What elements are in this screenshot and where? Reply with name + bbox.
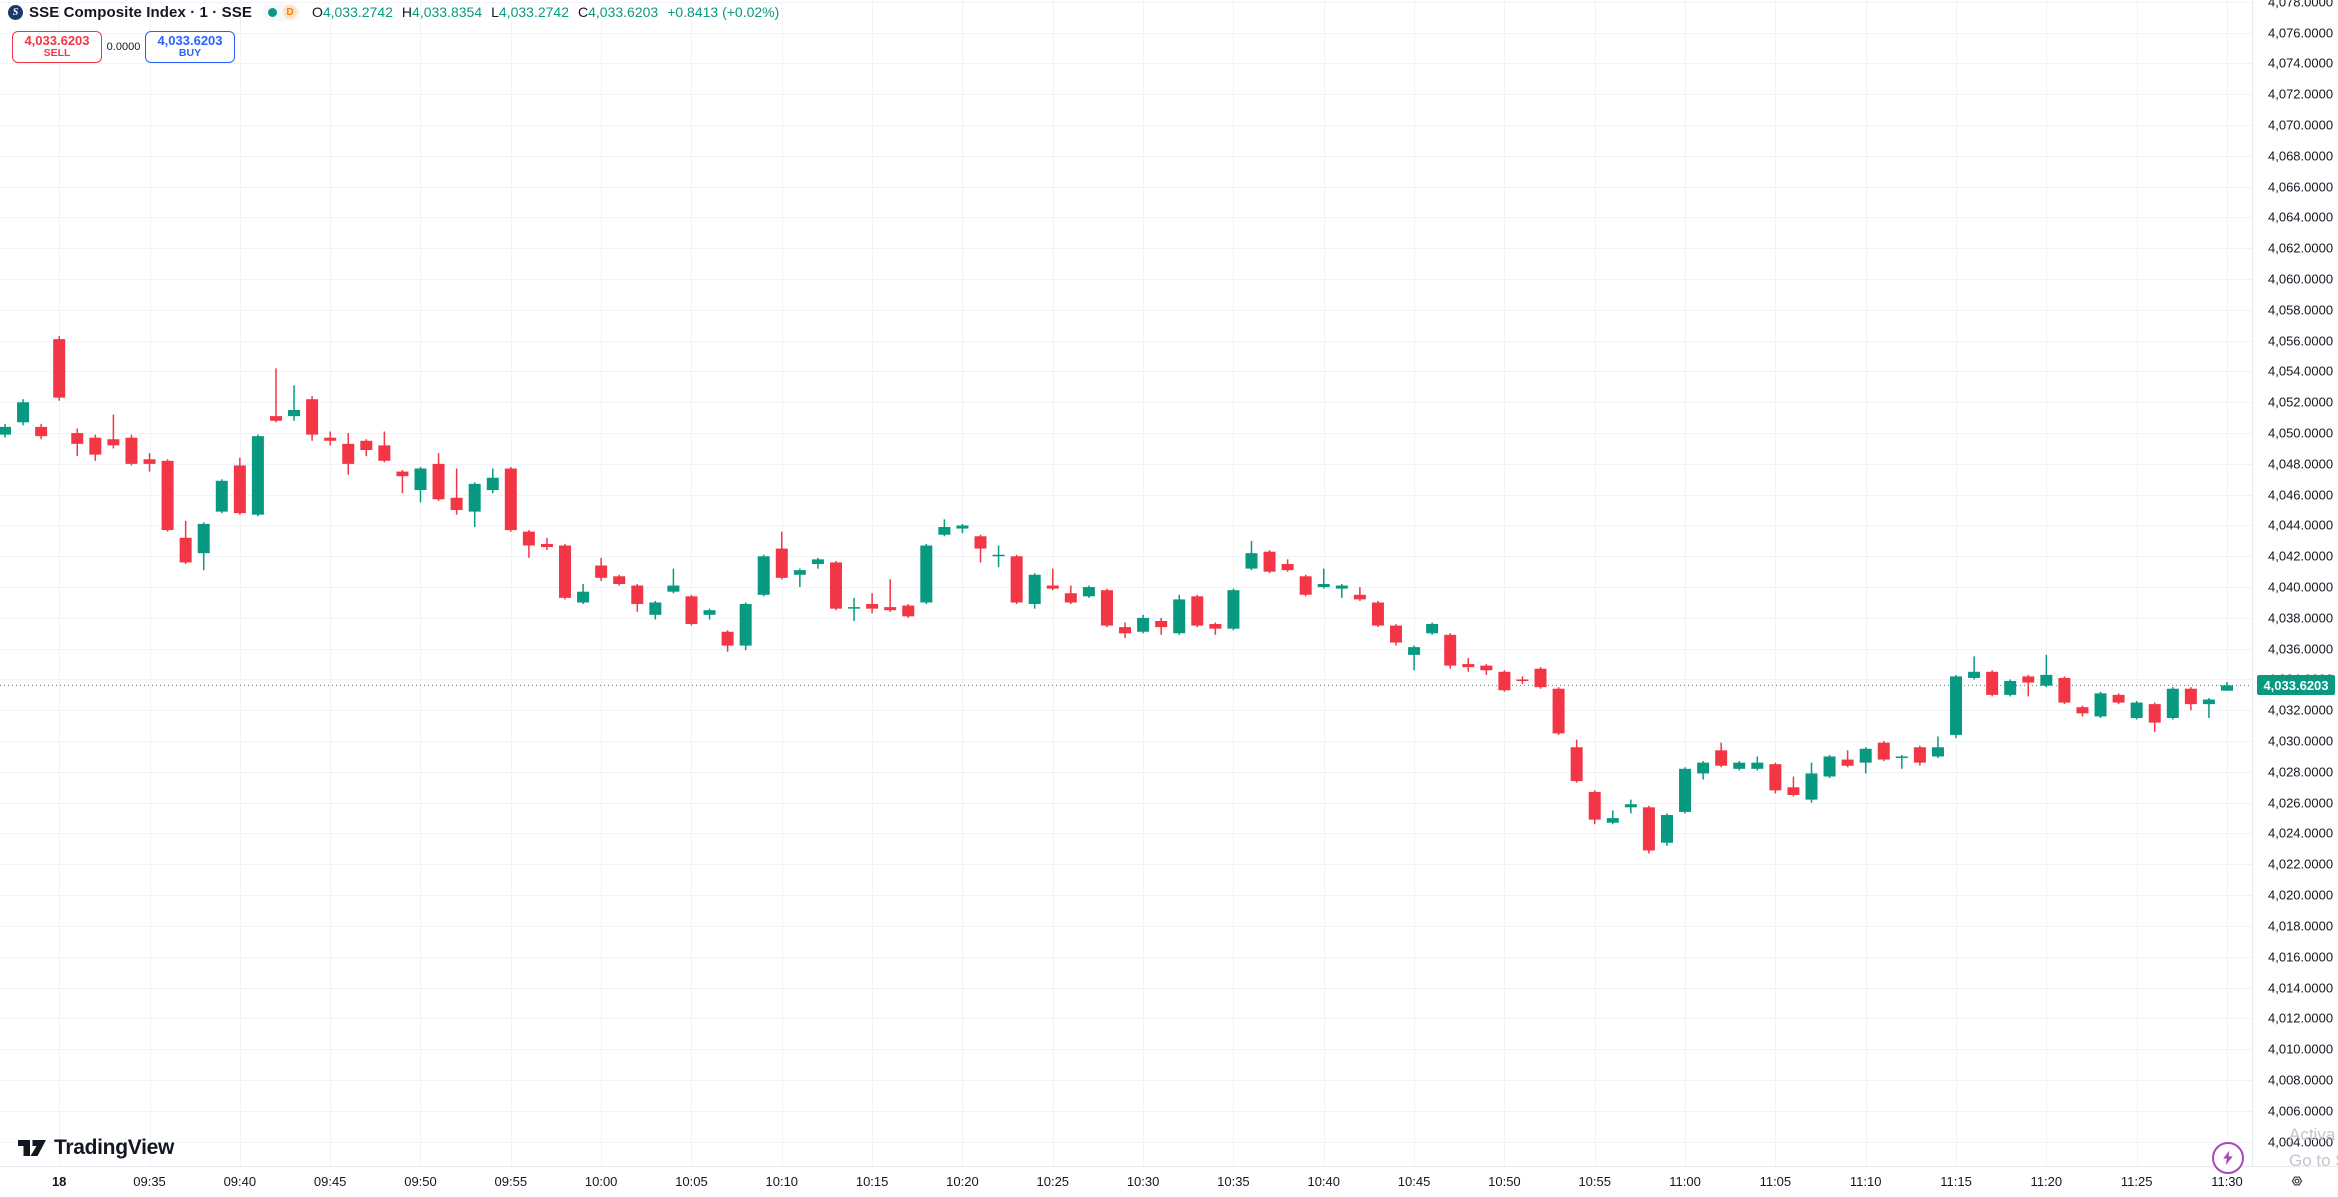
price-tick-label: 4,070.0000 (2268, 117, 2334, 133)
price-tick-label: 4,050.0000 (2268, 425, 2334, 441)
time-tick-label: 09:45 (313, 1174, 347, 1189)
time-tick-label: 10:30 (1126, 1174, 1160, 1189)
symbol-legend[interactable]: S SSE Composite Index · 1 · SSE D O4,033… (8, 3, 779, 21)
last-price-tag: 4,033.6203 (2257, 675, 2335, 696)
ohlc-values: O4,033.2742 H4,033.8354 L4,033.2742 C4,033.… (312, 4, 779, 20)
time-tick-label: 11:05 (1759, 1174, 1792, 1189)
price-tick-label: 4,048.0000 (2268, 456, 2334, 472)
delayed-data-badge[interactable]: D (282, 5, 297, 19)
time-tick-label: 10:35 (1217, 1174, 1250, 1189)
spread-value: 0.0000 (106, 41, 141, 53)
market-open-dot-icon (267, 7, 277, 17)
price-tick-label: 4,046.0000 (2268, 487, 2334, 503)
time-tick-label: 10:50 (1488, 1174, 1521, 1189)
tradingview-logo[interactable]: TradingView (17, 1136, 174, 1160)
price-tick-label: 4,072.0000 (2268, 86, 2334, 102)
price-tick-label: 4,042.0000 (2268, 548, 2334, 564)
price-tick-label: 4,022.0000 (2268, 856, 2334, 872)
buy-label: BUY (178, 47, 202, 60)
ohlc-item: H4,033.8354 (401, 4, 483, 20)
price-tick-label: 4,076.0000 (2268, 25, 2334, 41)
price-tick-label: 4,038.0000 (2268, 610, 2334, 626)
price-tick-label: 4,030.0000 (2268, 733, 2334, 749)
time-tick-label: 11:30 (2211, 1174, 2243, 1189)
price-tick-label: 4,064.0000 (2268, 209, 2334, 225)
time-tick-label: 11:20 (2030, 1174, 2063, 1189)
ohlc-item: L4,033.2742 (491, 4, 569, 20)
time-tick-label: 10:05 (675, 1174, 708, 1189)
time-tick-label: 09:50 (404, 1174, 437, 1189)
chart-canvas[interactable] (0, 0, 2338, 1166)
price-tick-label: 4,078.0000 (2268, 0, 2334, 10)
buy-button[interactable]: 4,033.6203 BUY (145, 31, 235, 63)
ohlc-item: O4,033.2742 (311, 4, 393, 20)
time-tick-label: 10:45 (1397, 1174, 1431, 1189)
price-tick-label: 4,018.0000 (2268, 918, 2334, 934)
price-axis[interactable]: 4,033.6203 4,004.0000 4,006.0000 4,008.000… (2252, 0, 2338, 1166)
price-tick-label: 4,020.0000 (2268, 887, 2334, 903)
os-watermark: Activa Go to S (2289, 1122, 2338, 1174)
order-panel: 4,033.6203 SELL 0.0000 4,033.6203 BUY (12, 31, 235, 63)
price-tick-label: 4,060.0000 (2268, 271, 2334, 287)
time-tick-label: 09:55 (494, 1174, 528, 1189)
price-tick-label: 4,058.0000 (2268, 302, 2334, 318)
time-tick-label: 10:00 (584, 1174, 618, 1189)
time-tick-label: 11:10 (1849, 1174, 1882, 1189)
price-tick-label: 4,052.0000 (2268, 394, 2334, 410)
time-tick-label: 10:25 (1036, 1174, 1070, 1189)
price-tick-label: 4,008.0000 (2268, 1072, 2334, 1088)
symbol-logo-icon: S (8, 4, 23, 20)
price-tick-label: 4,024.0000 (2268, 825, 2334, 841)
time-tick-label: 11:15 (1940, 1174, 1972, 1189)
time-tick-label: 18 (51, 1174, 67, 1189)
price-tick-label: 4,074.0000 (2268, 55, 2334, 71)
price-tick-label: 4,066.0000 (2268, 179, 2334, 195)
time-tick-label: 11:00 (1669, 1174, 1701, 1189)
price-tick-label: 4,004.0000 (2268, 1134, 2334, 1149)
price-tick-label: 4,044.0000 (2268, 517, 2334, 533)
gear-icon[interactable] (2288, 1172, 2306, 1190)
price-tick-label: 4,028.0000 (2268, 764, 2334, 780)
lightning-button[interactable] (2212, 1142, 2244, 1174)
time-axis[interactable]: 18 09:35 09:40 09:45 09:50 09:55 10:00 10:05 10:… (0, 1166, 2338, 1197)
price-tick-label: 4,056.0000 (2268, 333, 2334, 349)
price-tick-label: 4,040.0000 (2268, 579, 2334, 595)
time-tick-label: 11:25 (2120, 1174, 2153, 1189)
time-tick-label: 10:40 (1307, 1174, 1341, 1189)
symbol-title[interactable]: SSE Composite Index · 1 · SSE (29, 3, 252, 21)
time-tick-label: 10:55 (1578, 1174, 1611, 1189)
time-tick-label: 10:20 (946, 1174, 979, 1189)
lightning-bolt-icon (2223, 1150, 2233, 1166)
market-status-pill[interactable]: D (261, 3, 300, 21)
time-tick-label: 09:40 (223, 1174, 257, 1189)
price-tick-label: 4,006.0000 (2268, 1103, 2334, 1119)
price-tick-label: 4,032.0000 (2268, 702, 2334, 718)
price-tick-label: 4,012.0000 (2268, 1010, 2334, 1026)
buy-price: 4,033.6203 (157, 33, 223, 49)
price-tick-label: 4,036.0000 (2268, 641, 2334, 657)
time-tick-label: 10:10 (765, 1174, 799, 1189)
price-tick-label: 4,016.0000 (2268, 949, 2334, 965)
tradingview-logo-text: TradingView (54, 1136, 175, 1159)
price-tick-label: 4,054.0000 (2268, 363, 2334, 379)
price-tick-label: 4,062.0000 (2268, 240, 2334, 256)
tradingview-logo-icon (18, 1140, 46, 1156)
price-tick-label: 4,068.0000 (2268, 148, 2334, 164)
os-watermark-line2: Go to S (2289, 1151, 2338, 1170)
sell-label: SELL (43, 47, 71, 60)
time-tick-label: 10:15 (855, 1174, 889, 1189)
change-value: +0.8413 (+0.02%) (667, 4, 780, 20)
price-tick-label: 4,014.0000 (2268, 980, 2334, 995)
ohlc-item: C4,033.6203 (578, 4, 659, 20)
price-tick-label: 4,026.0000 (2268, 795, 2334, 811)
price-tick-label: 4,010.0000 (2268, 1041, 2334, 1057)
sell-price: 4,033.6203 (24, 33, 90, 49)
sell-button[interactable]: 4,033.6203 SELL (12, 31, 102, 63)
os-watermark-line1: Activa (2289, 1125, 2336, 1144)
time-tick-label: 09:35 (133, 1174, 166, 1189)
